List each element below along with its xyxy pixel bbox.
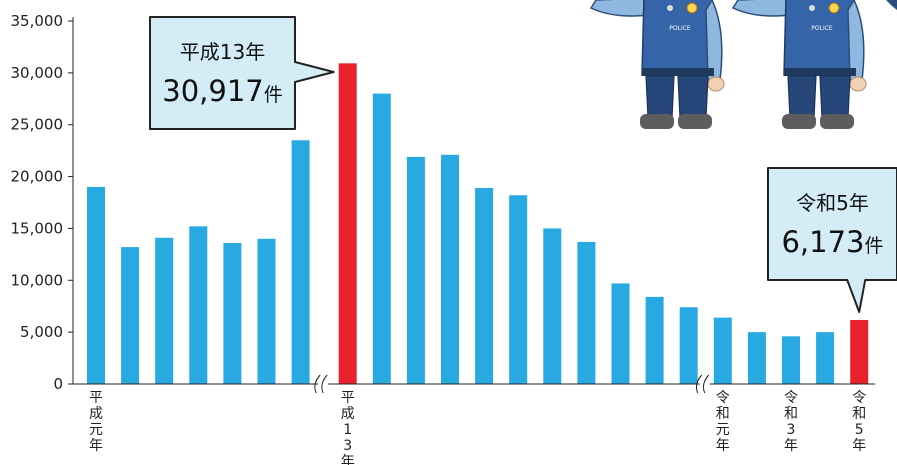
officer-leg [787,75,817,119]
callout-peak-value: 30,917件 [162,74,283,108]
police-badge-text: POLICE [669,25,691,32]
bar-13 [543,228,562,384]
bar-21 [816,332,835,384]
corner-decoration [886,0,897,10]
radio-icon [809,5,815,11]
axis-break-mark [321,374,328,394]
y-tick-label: 15,000 [11,219,64,237]
police-officer-2: POLICE [731,0,867,129]
bar-1 [121,247,140,384]
officer-shoe [820,114,854,129]
officer-vest [641,0,715,76]
bar-11 [475,187,494,384]
officer-leg [645,75,675,119]
officer-hand [707,76,725,92]
bar-10 [441,154,459,384]
x-tick-label: 令和 5 年 [852,390,866,454]
bar-9 [406,156,425,384]
y-tick-label: 20,000 [11,168,64,186]
y-axis: 35,000 30,000 25,000 20,000 15,000 10,000 5,00… [11,12,74,393]
x-tick-label: 令和元年 [716,390,730,454]
bar-3 [189,226,208,384]
y-tick-label: 10,000 [11,271,64,289]
officer-shoe [640,114,674,129]
officer-vest [783,0,857,76]
bar-2 [155,237,174,384]
bar-16 [645,296,664,384]
officer-leg [677,75,709,119]
bar-7 [338,63,357,384]
callout-peak-title: 平成13年 [180,40,265,64]
axis-break-mark [695,374,703,394]
bar-0 [87,186,105,384]
police-officers-illustration: POLICE POLICE [589,0,897,129]
callout-latest-title: 令和5年 [796,191,869,215]
bar-8 [372,93,391,384]
radio-icon [667,5,673,11]
callout-peak-box [149,16,335,130]
axis-break-mark [314,374,321,394]
x-tick-label: 令和 3 年 [784,390,798,454]
officer-hand [849,76,867,92]
badge-icon [686,2,698,14]
callout-peak: 平成13年 30,917件 [149,16,335,130]
officer-shoe [782,114,816,129]
y-tick-label: 30,000 [11,64,64,82]
bars [87,63,869,384]
callout-latest-box [767,167,897,313]
bar-19 [747,332,766,384]
bar-17 [679,307,698,384]
officer-shoe [678,114,712,129]
officer-belt [642,68,714,76]
badge-icon [828,2,840,14]
y-tick-label: 0 [53,375,63,393]
officer-belt [784,68,856,76]
callout-latest-value: 6,173件 [781,225,883,259]
police-badge-text: POLICE [811,25,833,32]
x-axis: 平成元年 平成 1 3 年 令和元年 令和 3 年 令和 5 年 [73,374,876,465]
bar-22 [850,319,869,384]
bar-18 [713,317,732,384]
bar-4 [223,242,242,384]
officer-leg [819,75,851,119]
y-tick-label: 25,000 [11,116,64,134]
x-tick-label: 平成元年 [89,390,103,454]
bar-6 [291,140,310,384]
y-tick-label: 5,000 [20,323,63,341]
axis-break-mark [702,374,710,394]
bar-5 [257,238,276,384]
bar-14 [577,241,596,384]
bar-12 [509,195,528,384]
y-tick-label: 35,000 [11,12,64,30]
x-tick-label: 平成 1 3 年 [341,390,355,465]
bar-20 [782,336,800,384]
bar-15 [611,283,630,384]
callout-latest: 令和5年 6,173件 [767,167,897,313]
police-officer-1: POLICE [589,0,725,129]
